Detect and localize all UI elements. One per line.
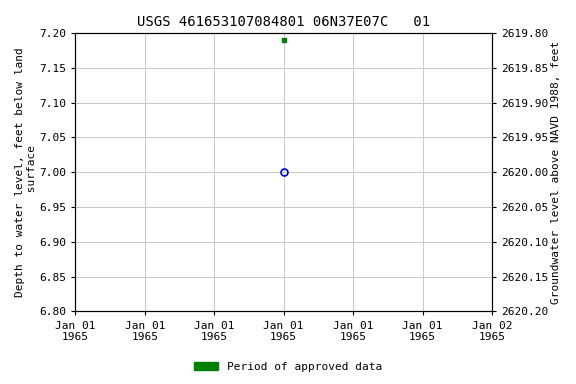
Y-axis label: Depth to water level, feet below land
 surface: Depth to water level, feet below land su… — [15, 47, 37, 297]
Legend: Period of approved data: Period of approved data — [190, 358, 386, 377]
Title: USGS 461653107084801 06N37E07C   01: USGS 461653107084801 06N37E07C 01 — [137, 15, 430, 29]
Y-axis label: Groundwater level above NAVD 1988, feet: Groundwater level above NAVD 1988, feet — [551, 41, 561, 304]
